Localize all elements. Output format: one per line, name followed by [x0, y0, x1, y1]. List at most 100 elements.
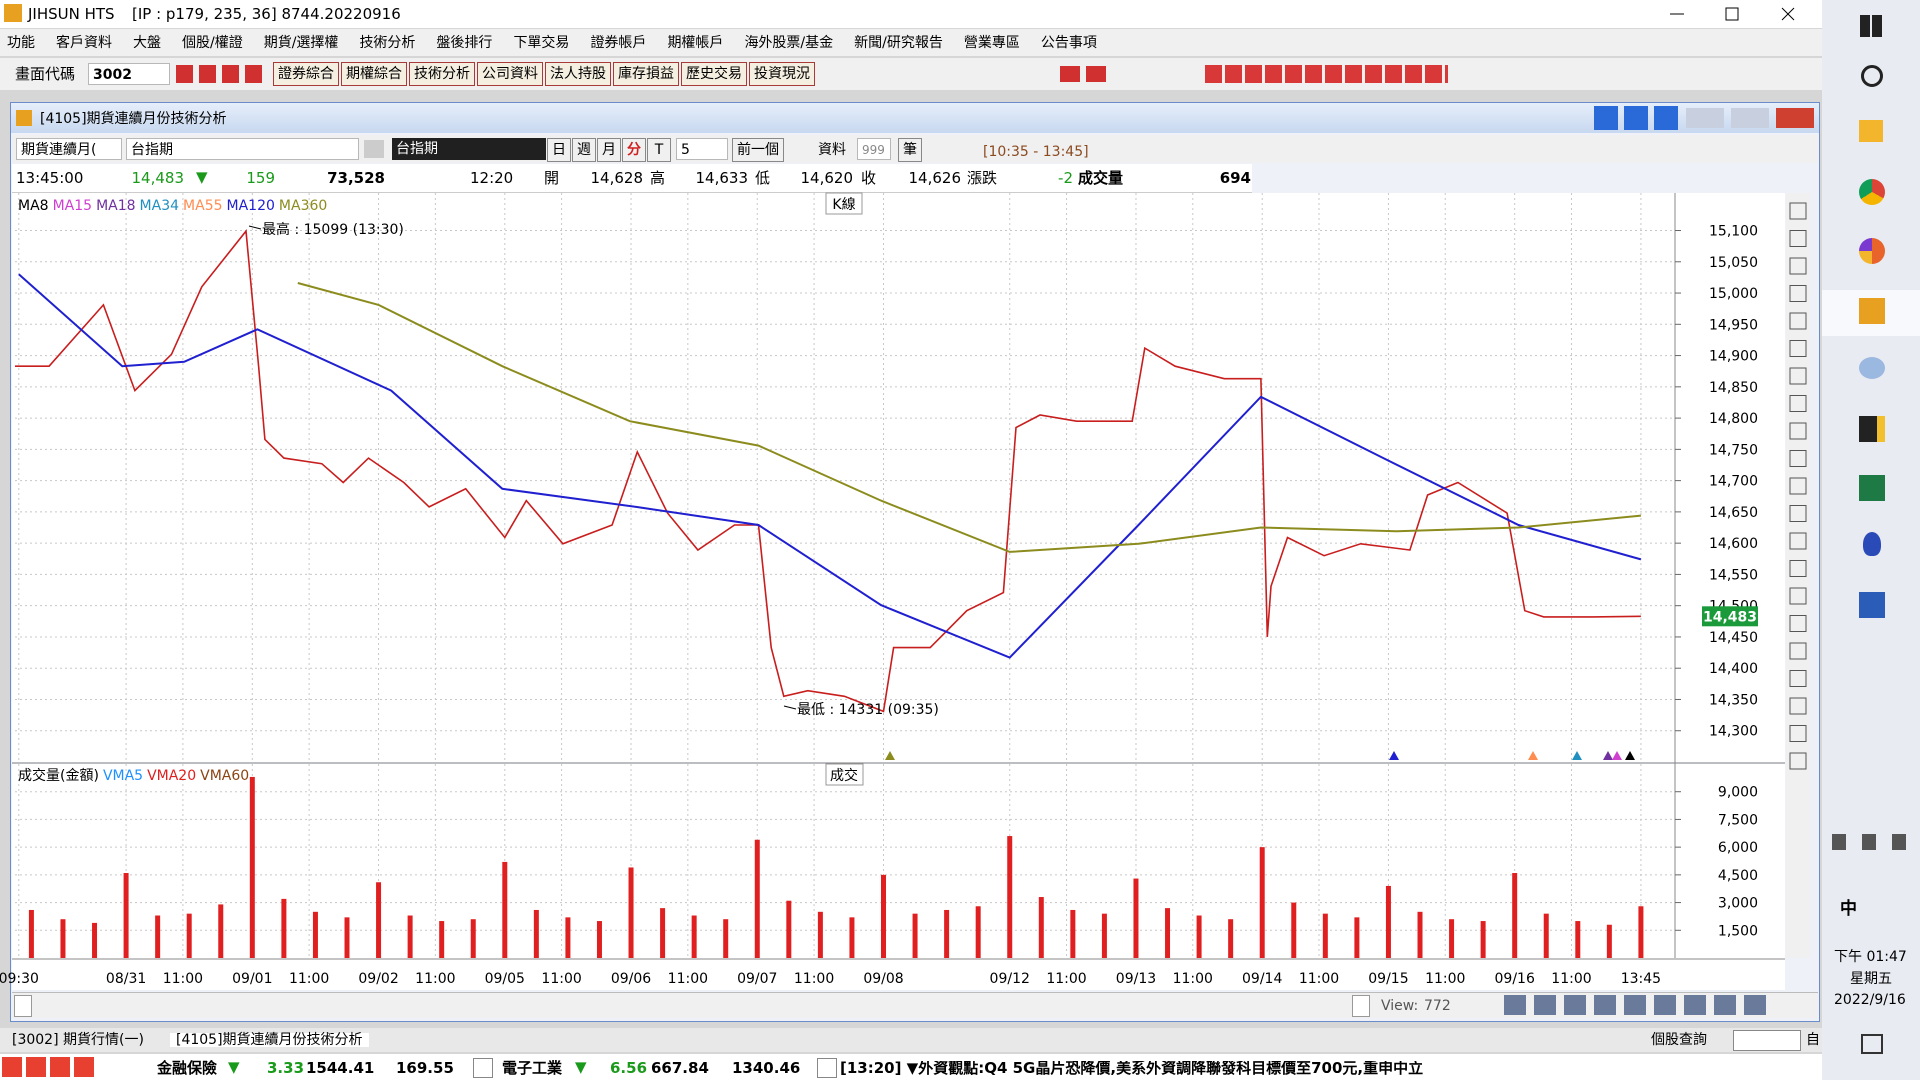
prev-button[interactable]: 前一個	[732, 138, 784, 162]
page-icons[interactable]	[2, 1057, 96, 1077]
signal-marker	[1572, 751, 1582, 760]
code-input[interactable]: 3002	[88, 63, 170, 85]
app-excel[interactable]	[1859, 475, 1885, 501]
volume-bar	[849, 917, 855, 958]
app-folder[interactable]	[1859, 120, 1883, 142]
tool-icon[interactable]	[1789, 285, 1807, 302]
tool-icon[interactable]	[1789, 257, 1807, 275]
tool-icon[interactable]	[1789, 725, 1807, 742]
menu-item[interactable]: 證券帳戶	[590, 34, 647, 51]
dropdown[interactable]	[473, 1058, 493, 1078]
tool-icon[interactable]	[1789, 202, 1807, 220]
menu-item[interactable]: 期權帳戶	[667, 34, 724, 51]
tool-icons[interactable]	[176, 65, 266, 83]
menu-item[interactable]: 客戶資料	[56, 34, 112, 51]
toolbar-button[interactable]: 庫存損益	[613, 62, 679, 86]
period-button[interactable]: 週	[572, 138, 596, 162]
menu-item[interactable]: 海外股票/基金	[744, 34, 834, 51]
app-notes[interactable]	[1859, 416, 1885, 442]
y-tick-label: 15,050	[1709, 255, 1758, 271]
tool-icon[interactable]	[1789, 697, 1807, 715]
search-icon[interactable]	[364, 140, 384, 158]
tool-icon[interactable]	[1789, 230, 1807, 247]
menu-item[interactable]: 新聞/研究報告	[854, 34, 943, 51]
x-tick-label: 11:00	[1425, 971, 1465, 987]
query-button[interactable]: 自	[1806, 1032, 1820, 1048]
query-input[interactable]	[1733, 1030, 1801, 1051]
tool-icon[interactable]	[1789, 340, 1807, 357]
notification-icon[interactable]	[1861, 1034, 1883, 1054]
nav-icons[interactable]	[1060, 66, 1108, 82]
interval-select[interactable]: 5	[676, 138, 728, 160]
tray-icons[interactable]	[1832, 834, 1914, 850]
app-hts-icon[interactable]	[1859, 298, 1885, 324]
app-flask[interactable]	[1863, 532, 1881, 556]
view-label: View:	[1381, 998, 1419, 1014]
news-ticker[interactable]: [13:20] ▼外資觀點:Q4 5G晶片恐降價,美系外資調降聯發科目標價至70…	[840, 1061, 1424, 1076]
volume-bar	[502, 861, 508, 958]
menu-item[interactable]: 營業專區	[963, 34, 1020, 51]
menu-item[interactable]: 技術分析	[359, 34, 416, 51]
legend-entry: MA8	[18, 198, 49, 214]
toolbar-button[interactable]: 投資現況	[749, 62, 815, 86]
tool-icon[interactable]	[1789, 395, 1807, 412]
menu-item[interactable]: 個股/權證	[182, 34, 243, 51]
signal-marker	[885, 751, 895, 760]
scroll-left[interactable]	[14, 995, 32, 1017]
toolbar-button[interactable]: 技術分析	[409, 62, 475, 86]
period-button[interactable]: 日	[547, 138, 571, 162]
draw-icons[interactable]	[1205, 65, 1448, 83]
ime[interactable]: 中	[1840, 899, 1857, 919]
search-icon[interactable]	[1861, 65, 1883, 87]
y-tick-label: 14,550	[1709, 567, 1758, 583]
tool-icon[interactable]	[1789, 587, 1807, 605]
toolbar-button[interactable]: 法人持股	[545, 62, 611, 86]
dropdown[interactable]	[817, 1058, 837, 1078]
data-unit[interactable]: 筆	[898, 138, 922, 162]
quote-volume: 73,528	[327, 169, 385, 187]
menu-item[interactable]: 下單交易	[513, 34, 570, 51]
tool-icon[interactable]	[1789, 477, 1807, 495]
toolbar-button[interactable]: 公司資料	[477, 62, 543, 86]
tool-icon[interactable]	[1789, 615, 1807, 632]
tool-icon[interactable]	[1789, 752, 1807, 770]
tool-icon[interactable]	[1789, 505, 1807, 522]
tool-icon[interactable]	[1789, 422, 1807, 440]
tool-icon[interactable]	[1789, 532, 1807, 550]
close-button[interactable]	[1776, 108, 1814, 128]
menu-item[interactable]: 盤後排行	[436, 34, 493, 51]
tab[interactable]: [3002] 期貨行情(一)	[12, 1032, 144, 1048]
app-browser[interactable]	[1859, 238, 1885, 264]
symbol-input[interactable]: 台指期	[126, 138, 359, 160]
app-paint[interactable]	[1859, 357, 1885, 379]
toolbar-button[interactable]: 期權綜合	[341, 62, 407, 86]
toolbar-button[interactable]: 歷史交易	[681, 62, 747, 86]
menu-item[interactable]: 公告事項	[1040, 34, 1097, 51]
tool-icon[interactable]	[1789, 642, 1807, 660]
period-button[interactable]: 月	[597, 138, 621, 162]
tool-icon[interactable]	[1789, 312, 1807, 330]
period-button[interactable]: T	[647, 138, 671, 162]
period-button[interactable]: 分	[622, 138, 646, 162]
y-tick-label: 15,000	[1709, 286, 1758, 302]
x-tick-label: 08/31	[106, 971, 146, 987]
scroll-right[interactable]	[1352, 995, 1370, 1017]
tool-icon[interactable]	[1789, 670, 1807, 687]
window-tools[interactable]	[1594, 106, 1678, 130]
toolbar-button[interactable]: 證券綜合	[273, 62, 339, 86]
menu-item[interactable]: 功能	[7, 34, 35, 51]
tool-icon[interactable]	[1789, 367, 1807, 385]
series-select[interactable]: 期貨連續月(	[16, 138, 122, 160]
app-chrome[interactable]	[1859, 179, 1885, 205]
scroll-tools[interactable]	[1504, 995, 1774, 1015]
start-icon[interactable]	[1860, 15, 1882, 37]
window-buttons[interactable]	[1660, 0, 1820, 28]
tab-active[interactable]: [4105]期貨連續月份技術分析	[170, 1033, 369, 1047]
menu-item[interactable]: 期貨/選擇權	[263, 34, 339, 51]
data-count[interactable]: 999	[857, 138, 891, 160]
tool-icon[interactable]	[1789, 450, 1807, 467]
tool-icon[interactable]	[1789, 560, 1807, 577]
app-word[interactable]	[1859, 592, 1885, 618]
menu-item[interactable]: 大盤	[133, 34, 161, 51]
toolbar: 畫面代碼 3002 證券綜合 期權綜合 技術分析 公司資料 法人持股 庫存損益 歷史交易 投資…	[0, 58, 1822, 90]
